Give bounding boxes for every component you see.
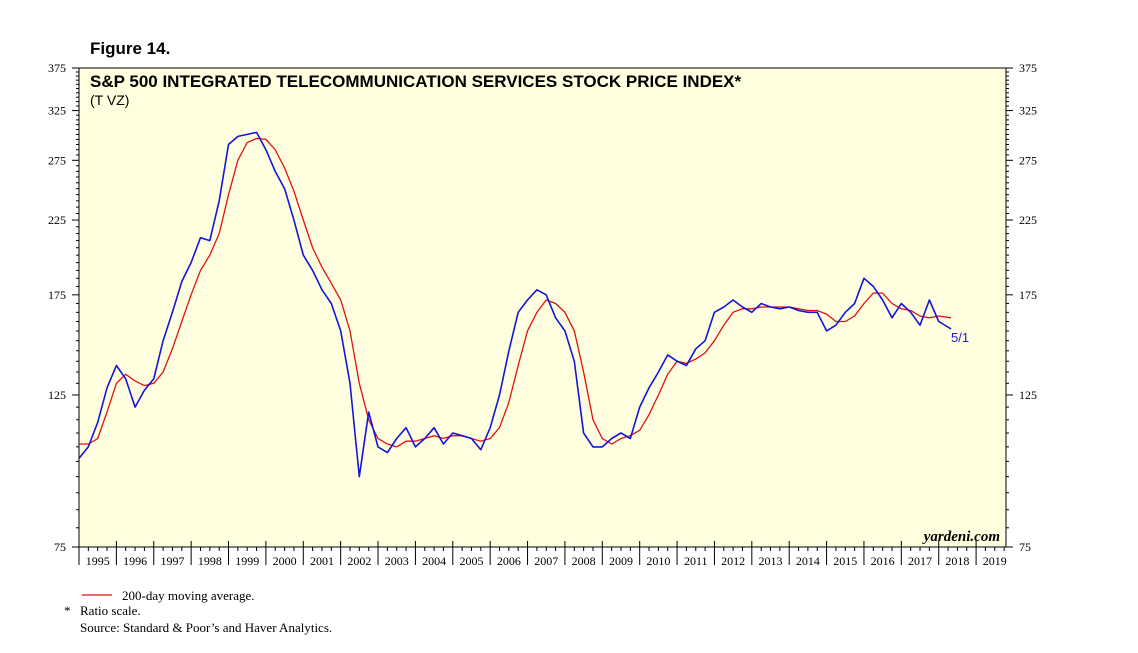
x-axis: 1995 1996 1997 1998 1999 2000 2001 2002 2003 2004… bbox=[78, 541, 1007, 568]
x-tick-label: 2002 bbox=[347, 554, 371, 568]
x-tick-label: 2018 bbox=[945, 554, 969, 568]
moving-average-line bbox=[79, 137, 952, 448]
x-tick-label: 2010 bbox=[646, 554, 670, 568]
y-tick-label-right: 275 bbox=[1019, 153, 1037, 167]
y-tick-label-left: 75 bbox=[54, 540, 66, 554]
y-tick-label-left: 325 bbox=[48, 104, 66, 118]
x-tick-label: 2019 bbox=[983, 554, 1007, 568]
x-tick-label: 2001 bbox=[310, 554, 334, 568]
x-tick-label: 2006 bbox=[497, 554, 521, 568]
x-tick-label: 2005 bbox=[459, 554, 483, 568]
x-tick-label: 2000 bbox=[273, 554, 297, 568]
chart-title: S&P 500 INTEGRATED TELECOMMUNICATION SER… bbox=[90, 72, 742, 91]
footnote-star: * bbox=[64, 603, 71, 618]
x-tick-label: 1999 bbox=[235, 554, 259, 568]
y-tick-label-left: 175 bbox=[48, 288, 66, 302]
y-tick-label-right: 225 bbox=[1019, 213, 1037, 227]
y-tick-label-right: 325 bbox=[1019, 104, 1037, 118]
footnote-source: Source: Standard & Poor’s and Haver Anal… bbox=[80, 620, 332, 635]
y-tick-label-right: 375 bbox=[1019, 61, 1037, 75]
y-tick-label-right: 125 bbox=[1019, 388, 1037, 402]
source-brand: yardeni.com bbox=[922, 529, 1000, 545]
y-tick-label-right: 75 bbox=[1019, 540, 1031, 554]
figure-label: Figure 14. bbox=[90, 39, 170, 58]
x-tick-label: 2012 bbox=[721, 554, 745, 568]
x-tick-label: 1998 bbox=[198, 554, 222, 568]
x-tick-label: 2016 bbox=[871, 554, 895, 568]
footnote-ratio: Ratio scale. bbox=[80, 603, 141, 618]
y-tick-label-left: 375 bbox=[48, 61, 66, 75]
y-tick-label-left: 125 bbox=[48, 388, 66, 402]
end-date-label: 5/1 bbox=[951, 330, 969, 345]
plot-area bbox=[78, 67, 1007, 548]
x-tick-label: 2004 bbox=[422, 554, 446, 568]
x-tick-label: 2017 bbox=[908, 554, 932, 568]
x-tick-label: 2009 bbox=[609, 554, 633, 568]
x-tick-label: 2014 bbox=[796, 554, 820, 568]
y-axis-left: 75 125 175 225 275 325 375 bbox=[48, 61, 66, 554]
legend-ma-label: 200-day moving average. bbox=[122, 588, 254, 603]
x-tick-label: 2011 bbox=[684, 554, 708, 568]
axis-ticks bbox=[72, 67, 1013, 548]
x-tick-label: 2015 bbox=[833, 554, 857, 568]
price-index-line bbox=[78, 131, 952, 478]
y-axis-right: 75 125 175 225 275 325 375 bbox=[1019, 61, 1037, 554]
x-tick-label: 1996 bbox=[123, 554, 147, 568]
chart-subtitle: (T VZ) bbox=[90, 92, 129, 108]
y-tick-label-left: 225 bbox=[48, 213, 66, 227]
x-tick-label: 2007 bbox=[534, 554, 558, 568]
x-tick-label: 1995 bbox=[86, 554, 110, 568]
x-tick-label: 1997 bbox=[160, 554, 184, 568]
y-tick-label-left: 275 bbox=[48, 153, 66, 167]
y-tick-label-right: 175 bbox=[1019, 288, 1037, 302]
x-tick-label: 2013 bbox=[759, 554, 783, 568]
x-tick-label: 2003 bbox=[385, 554, 409, 568]
x-tick-label: 2008 bbox=[572, 554, 596, 568]
